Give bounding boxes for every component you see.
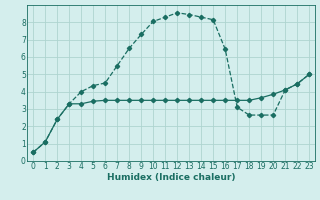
X-axis label: Humidex (Indice chaleur): Humidex (Indice chaleur) <box>107 173 236 182</box>
